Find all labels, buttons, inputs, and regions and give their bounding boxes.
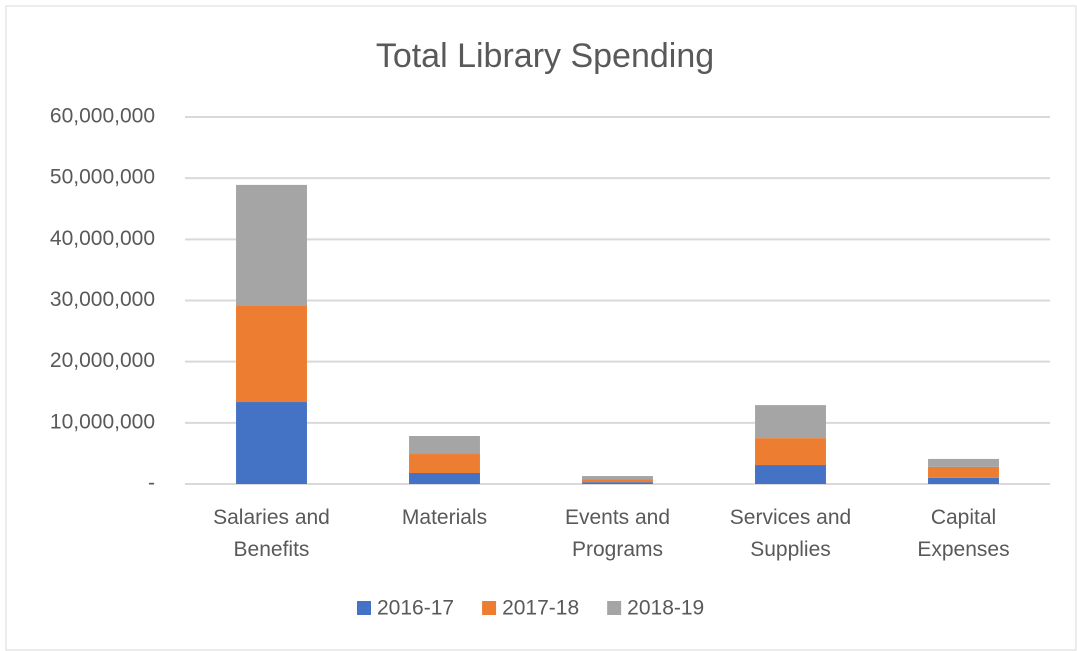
bar-segment <box>409 472 480 484</box>
legend-label: 2018-19 <box>627 597 704 620</box>
bar-segment <box>582 476 653 480</box>
bar-segment <box>928 458 999 467</box>
chart-title: Total Library Spending <box>376 37 714 75</box>
y-tick-label: 10,000,000 <box>50 410 155 433</box>
bar-segment <box>582 479 653 483</box>
legend-swatch <box>482 601 497 615</box>
chart-border <box>5 5 1077 651</box>
y-tick-label: 20,000,000 <box>50 349 155 372</box>
x-tick-label: Services and Supplies <box>729 506 852 561</box>
legend-label: 2016-17 <box>377 597 454 620</box>
x-tick-label: Salaries and Benefits <box>213 506 330 561</box>
y-tick-label: - <box>148 472 155 495</box>
bar-segment <box>236 306 307 403</box>
y-tick-label: 40,000,000 <box>50 227 155 250</box>
bar-segment <box>236 184 307 307</box>
y-tick-label: 50,000,000 <box>50 166 155 189</box>
bar-segment <box>409 454 480 473</box>
legend-swatch <box>357 601 371 615</box>
bar-segment <box>928 466 999 478</box>
bar-segment <box>236 402 307 484</box>
bar-segment <box>928 477 999 484</box>
bar-segment <box>755 405 826 439</box>
bar-segment <box>755 438 826 466</box>
bar-segment <box>582 482 653 484</box>
legend-swatch <box>607 601 622 615</box>
x-tick-label: Materials <box>401 506 488 529</box>
bar-segment <box>755 465 826 484</box>
legend-label: 2017-18 <box>502 597 579 620</box>
x-tick-label: Events and Programs <box>564 506 671 561</box>
x-tick-label: Capital Expenses <box>917 506 1010 561</box>
bar-segment <box>409 435 480 455</box>
y-tick-label: 60,000,000 <box>50 105 155 128</box>
y-tick-label: 30,000,000 <box>50 288 155 311</box>
